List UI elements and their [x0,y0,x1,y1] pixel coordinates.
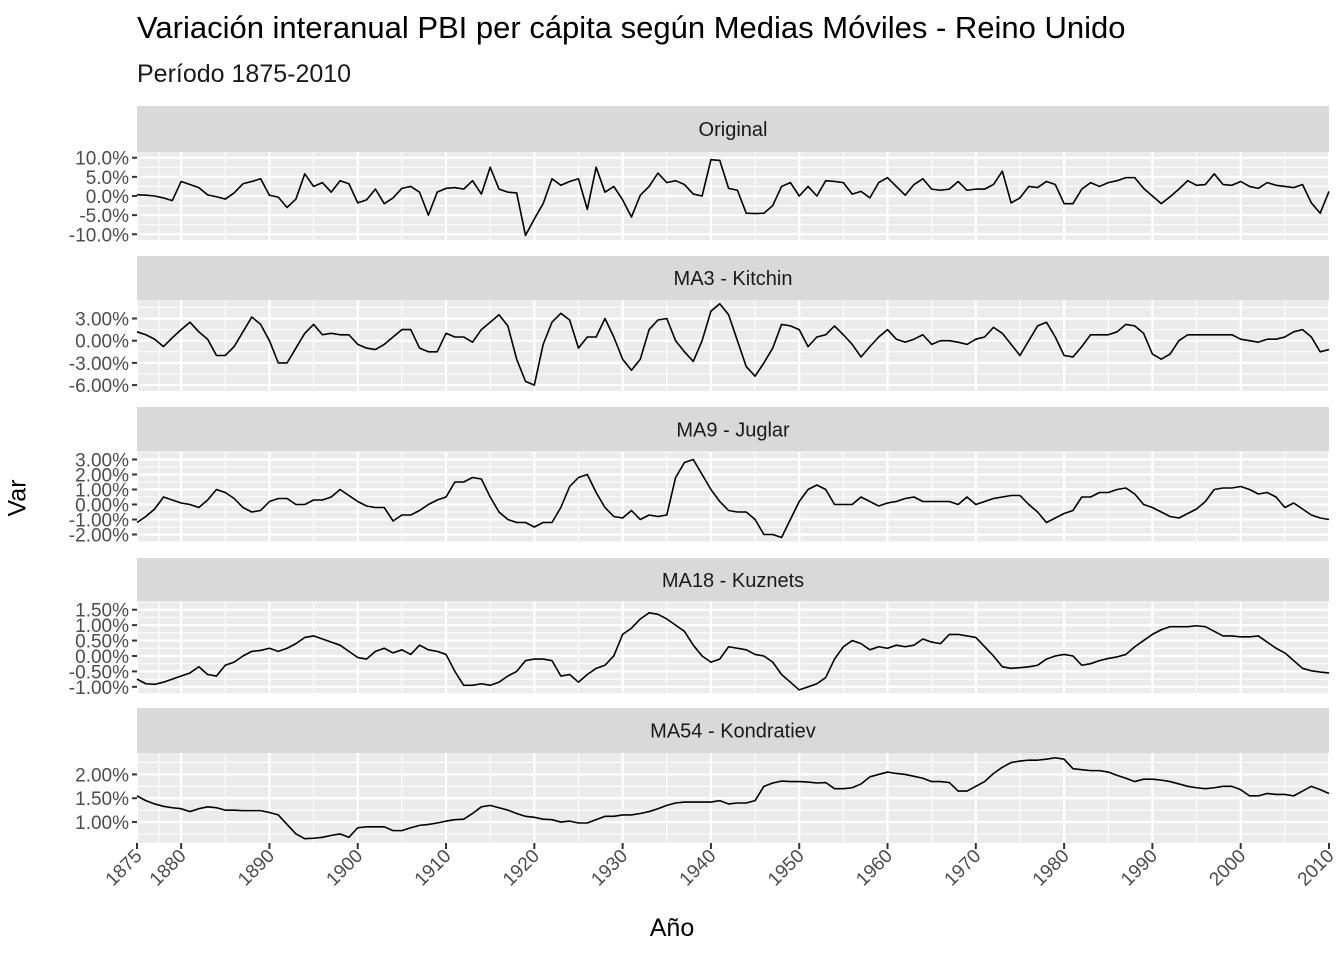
y-tick-label: 1.50% [75,789,129,810]
y-tick-label: -0.50% [69,662,129,683]
x-tick-label: 1980 [1029,846,1074,891]
y-tick-label: 1.00% [75,481,129,502]
x-tick-label: 1920 [499,846,544,891]
panel-background [137,300,1329,391]
x-tick-label: 1890 [234,846,279,891]
strip-label: MA9 - Juglar [676,420,790,442]
series-line [136,458,1330,539]
x-tick-label: 1940 [676,846,721,891]
x-tick-label: 1910 [411,846,456,891]
strip-background [137,256,1329,300]
y-tick-label: -5.0% [79,206,129,227]
y-axis-label: Var [3,479,32,517]
strip-background [137,106,1329,152]
x-tick-label: 1880 [146,846,191,891]
y-tick-label: 2.00% [75,765,129,786]
strip-label: Original [699,119,768,141]
strip-background [137,708,1329,753]
y-tick-label: -1.00% [69,678,129,699]
series-line [136,756,1330,840]
y-tick-label: 1.50% [75,601,129,622]
x-tick-label: 2000 [1205,846,1250,891]
series-line [136,612,1330,691]
chart-subtitle: Período 1875-2010 [137,60,352,88]
y-tick-label: 0.50% [75,632,129,653]
y-tick-label: 0.00% [75,647,129,668]
y-tick-label: 2.00% [75,466,129,487]
chart-title: Variación interanual PBI per cápita segú… [137,10,1126,45]
y-tick-label: -10.0% [69,225,129,246]
strip-label: MA54 - Kondratiev [650,721,816,743]
y-tick-label: 3.00% [75,309,129,330]
y-tick-label: 0.00% [75,332,129,353]
y-tick-label: 0.0% [86,187,129,208]
x-axis-label: Año [649,914,695,942]
y-tick-label: -3.00% [69,354,129,375]
y-tick-label: 1.00% [75,616,129,637]
x-tick-label: 1990 [1117,846,1162,891]
x-tick-label: 1875 [102,846,147,891]
strip-label: MA18 - Kuznets [662,570,804,592]
series-line [136,302,1330,386]
x-tick-label: 1970 [941,846,986,891]
x-tick-label: 1950 [764,846,809,891]
x-tick-label: 1960 [852,846,897,891]
y-tick-label: 0.00% [75,496,129,517]
y-tick-label: 5.0% [86,168,129,189]
series-line [136,158,1330,237]
y-tick-label: 10.0% [75,149,129,170]
x-tick-label: 2010 [1294,846,1339,891]
x-tick-label: 1930 [587,846,632,891]
y-tick-label: 1.00% [75,813,129,834]
strip-background [137,407,1329,452]
strip-label: MA3 - Kitchin [674,268,793,290]
y-tick-label: -1.00% [69,511,129,532]
y-tick-label: -6.00% [69,376,129,397]
y-tick-label: -2.00% [69,526,129,547]
x-tick-label: 1900 [323,846,368,891]
strip-background [137,558,1329,602]
y-tick-label: 3.00% [75,451,129,472]
